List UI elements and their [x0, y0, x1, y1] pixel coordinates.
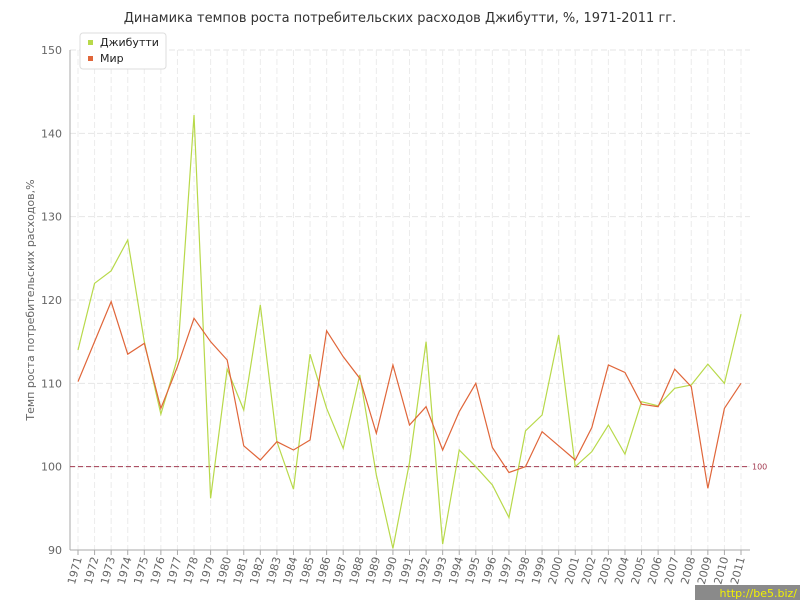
series-line [77, 299, 742, 489]
y-tick-label: 140 [41, 127, 62, 140]
watermark: http://be5.biz/ [720, 587, 798, 600]
y-tick-label: 120 [41, 294, 62, 307]
legend-label: Джибутти [100, 36, 159, 49]
y-tick-label: 110 [41, 377, 62, 390]
chart-title: Динамика темпов роста потребительских ра… [124, 11, 677, 26]
legend-swatch [88, 40, 93, 45]
watermark-bg [695, 585, 800, 600]
y-tick-label: 100 [41, 461, 62, 474]
legend-swatch [88, 56, 93, 61]
x-tick-label: 2011 [728, 555, 748, 585]
series-line [77, 114, 742, 549]
reference-label: 100 [752, 463, 767, 472]
y-axis-label: Темп роста потребительских расходов,% [24, 179, 37, 421]
legend-label: Мир [100, 52, 124, 65]
y-tick-label: 130 [41, 211, 62, 224]
y-tick-label: 90 [48, 544, 62, 557]
y-tick-label: 150 [41, 44, 62, 57]
legend-box [79, 32, 167, 70]
